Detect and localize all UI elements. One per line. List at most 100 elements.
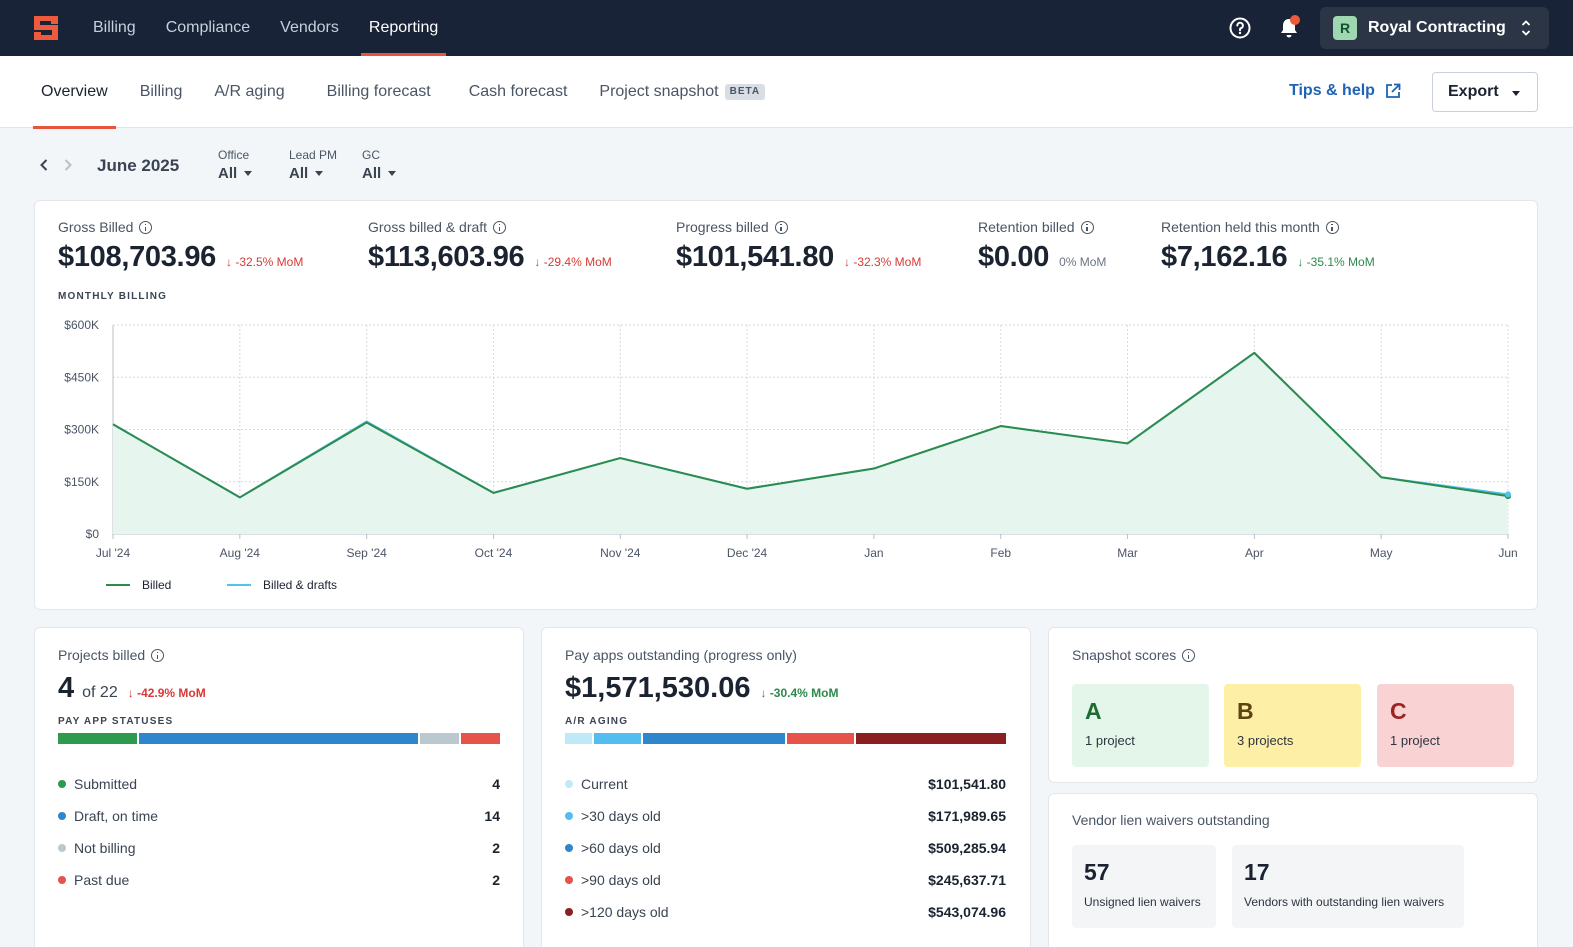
info-icon[interactable] — [139, 220, 153, 234]
export-button[interactable]: Export — [1432, 72, 1538, 112]
metric-label: Retention billed — [978, 219, 1075, 235]
list-item[interactable]: >90 days old $245,637.71 — [565, 864, 1006, 896]
info-icon[interactable] — [493, 220, 507, 234]
status-bar-submitted — [58, 733, 137, 744]
pay-apps-outstanding-card — [541, 627, 1031, 947]
legend-billed[interactable]: Billed — [106, 578, 171, 592]
score-grade: B — [1237, 698, 1254, 724]
tab-cash-forecast[interactable]: Cash forecast — [468, 83, 568, 100]
app-logo-icon[interactable] — [30, 13, 62, 43]
metric-delta: ↓ -32.5% MoM — [225, 255, 304, 269]
ar-aging-bar — [565, 733, 1006, 744]
info-icon[interactable] — [774, 220, 788, 234]
office-filter[interactable]: Office All — [218, 148, 253, 182]
monthly-billing-label: MONTHLY BILLING — [58, 291, 168, 302]
legend-swatch-billed — [106, 584, 130, 586]
info-icon[interactable] — [1080, 220, 1094, 234]
status-dot — [58, 780, 66, 788]
x-tick-label: Oct '24 — [475, 546, 513, 560]
vendors-waivers-label: Vendors with outstanding lien waivers — [1244, 895, 1445, 909]
y-tick-label: $150K — [64, 475, 99, 489]
data-point-billed-drafts — [1505, 491, 1511, 498]
caret-down-icon — [244, 171, 253, 176]
chevron-up-down-icon — [1521, 20, 1531, 36]
nav-billing[interactable]: Billing — [93, 19, 136, 36]
score-grade: A — [1085, 698, 1102, 724]
list-item[interactable]: Not billing 2 — [58, 832, 500, 864]
tab-project-snapshot[interactable]: Project snapshot BETA — [591, 56, 773, 128]
status-bar-draft — [139, 733, 418, 744]
organization-switcher[interactable]: R Royal Contracting — [1320, 7, 1549, 49]
vendors-waivers-tile[interactable]: 17 Vendors with outstanding lien waivers — [1232, 845, 1464, 928]
list-item[interactable]: Past due 2 — [58, 864, 500, 896]
gc-filter[interactable]: GC All — [362, 148, 397, 182]
export-label: Export — [1448, 83, 1499, 100]
previous-month-arrow-icon[interactable] — [38, 157, 50, 173]
lead-pm-filter[interactable]: Lead PM All — [289, 148, 337, 182]
metric-delta: ↓ -29.4% MoM — [534, 255, 612, 269]
metric-value: $113,603.96 — [368, 241, 525, 273]
projects-total: of 22 — [82, 684, 118, 701]
score-c-tile[interactable]: C 1 project — [1377, 684, 1514, 767]
list-item[interactable]: Current $101,541.80 — [565, 768, 1006, 800]
list-item[interactable]: Submitted 4 — [58, 768, 500, 800]
beta-badge: BETA — [724, 84, 766, 100]
help-icon[interactable] — [1228, 16, 1252, 40]
score-b-tile[interactable]: B 3 projects — [1224, 684, 1361, 767]
vendors-waivers-count: 17 — [1244, 859, 1270, 885]
projects-billed-card — [34, 627, 524, 947]
score-count: 1 project — [1390, 733, 1440, 748]
list-item[interactable]: >60 days old $509,285.94 — [565, 832, 1006, 864]
unsigned-waivers-tile[interactable]: 57 Unsigned lien waivers — [1072, 845, 1216, 928]
y-tick-label: $0 — [86, 527, 100, 541]
report-tabs: Overview Billing A/R aging Billing forec… — [33, 56, 789, 129]
y-tick-label: $600K — [64, 318, 99, 332]
tab-ar-aging[interactable]: A/R aging — [214, 83, 285, 100]
x-tick-label: Mar — [1117, 546, 1138, 560]
legend-billed-drafts[interactable]: Billed & drafts — [227, 578, 337, 592]
info-icon[interactable] — [1182, 648, 1196, 662]
lien-waivers-title: Vendor lien waivers outstanding — [1072, 812, 1270, 828]
info-icon[interactable] — [1325, 220, 1339, 234]
nav-reporting[interactable]: Reporting — [354, 0, 453, 56]
chart-area-fill — [113, 352, 1508, 534]
x-tick-label: Sep '24 — [346, 546, 387, 560]
nav-compliance[interactable]: Compliance — [165, 19, 251, 36]
ar-aging-label: A/R AGING — [565, 716, 629, 727]
nav-vendors[interactable]: Vendors — [280, 19, 339, 36]
tab-billing-forecast[interactable]: Billing forecast — [326, 83, 431, 100]
list-item[interactable]: >30 days old $171,989.65 — [565, 800, 1006, 832]
tab-billing[interactable]: Billing — [139, 83, 183, 100]
lead-pm-filter-value: All — [289, 165, 309, 182]
tab-overview[interactable]: Overview — [33, 56, 116, 129]
unsigned-waivers-count: 57 — [1084, 859, 1110, 885]
top-navigation-bar: Billing Compliance Vendors Reporting R R… — [0, 0, 1573, 56]
tips-and-help-link[interactable]: Tips & help — [1289, 82, 1402, 100]
pay-app-status-bar — [58, 733, 500, 744]
x-tick-label: May — [1370, 546, 1393, 560]
caret-down-icon — [1512, 91, 1520, 96]
metric-delta: ↓ -35.1% MoM — [1297, 255, 1375, 269]
unsigned-waivers-label: Unsigned lien waivers — [1084, 895, 1201, 909]
metric-retention-held: Retention held this month $7,162.16 ↓ -35… — [1161, 219, 1375, 274]
metric-retention-billed: Retention billed $0.00 0% MoM — [978, 219, 1106, 274]
list-item[interactable]: >120 days old $543,074.96 — [565, 896, 1006, 928]
snapshot-title: Snapshot scores — [1072, 647, 1196, 663]
x-tick-label: Jul '24 — [96, 546, 131, 560]
notification-badge — [1290, 15, 1300, 25]
legend-label: Billed — [142, 578, 172, 592]
info-icon[interactable] — [151, 648, 165, 662]
office-filter-value: All — [218, 165, 238, 182]
status-dot — [58, 876, 66, 884]
metric-label: Gross Billed — [58, 219, 134, 235]
x-tick-label: Feb — [990, 546, 1011, 560]
caret-down-icon — [388, 171, 397, 176]
score-count: 1 project — [1085, 733, 1135, 748]
projects-billed-title: Projects billed — [58, 647, 165, 663]
next-month-arrow-icon — [64, 159, 72, 171]
list-item[interactable]: Draft, on time 14 — [58, 800, 500, 832]
score-a-tile[interactable]: A 1 project — [1072, 684, 1209, 767]
monthly-billing-chart: $0 $150K $300K $450K $600K Jul '24 Aug '24 Sep … — [64, 318, 1517, 560]
metric-value: $101,541.80 — [676, 241, 834, 273]
score-grade: C — [1390, 698, 1407, 724]
